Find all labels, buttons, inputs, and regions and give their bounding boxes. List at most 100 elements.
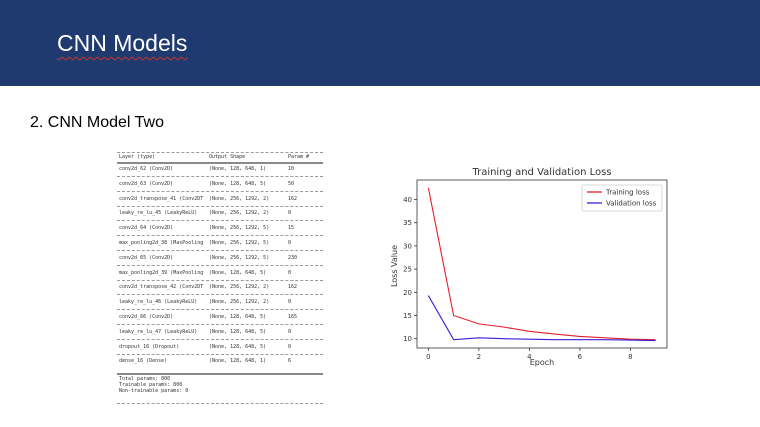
layer-name: max_pooling2d_39 (MaxPooling — [119, 269, 204, 276]
summary-row: conv2d_transpose_41 (Conv2DT (None, 256, … — [117, 196, 323, 204]
output-shape: (None, 128, 648, 5) — [209, 180, 267, 187]
summary-row: conv2d_66 (Conv2D) (None, 128, 648, 5) 165 — [117, 314, 323, 322]
summary-rule — [117, 294, 323, 296]
series-line-validation-loss — [427, 295, 656, 342]
summary-row: conv2d_62 (Conv2D) (None, 128, 648, 1) 10 — [117, 166, 323, 174]
output-shape: (None, 256, 1292, 2) — [209, 299, 270, 306]
summary-rule — [117, 324, 323, 325]
param-count: 15 — [288, 225, 295, 232]
x-tick-label: 6 — [578, 353, 583, 361]
x-tick-label: 4 — [527, 353, 532, 361]
output-shape: (None, 256, 1292, 5) — [209, 240, 270, 246]
y-axis-label: Loss Value — [390, 245, 399, 287]
param-count: 10 — [288, 166, 295, 172]
layer-name: dropout_16 (Dropout) — [119, 343, 180, 350]
y-tick-label: 25 — [403, 266, 412, 274]
chart-legend: Training loss Validation loss — [581, 184, 663, 212]
summary-row: leaky_re_lu_46 (LeakyReLU) (None, 256, 12… — [117, 299, 323, 307]
non-trainable-params: Non-trainable params: 0 — [119, 388, 189, 394]
x-axis-label: Epoch — [530, 358, 555, 367]
summary-rule — [117, 176, 323, 177]
summary-row: max_pooling2d_38 (MaxPooling (None, 256, … — [117, 240, 323, 248]
trainable-params: Trainable params: 800 — [119, 382, 183, 388]
output-shape: (None, 256, 1292, 5) — [209, 225, 270, 232]
param-count: 162 — [288, 195, 298, 202]
output-shape: (None, 256, 1292, 5) — [209, 254, 270, 261]
param-count: 162 — [288, 284, 298, 291]
y-tick-label: 40 — [403, 196, 412, 204]
summary-rule — [117, 250, 323, 251]
header-param-count: Param # — [288, 154, 310, 160]
y-tick-label: 20 — [403, 289, 412, 297]
output-shape: (None, 128, 648, 1) — [209, 358, 267, 365]
layer-name: conv2d_65 (Conv2D) — [119, 254, 174, 261]
output-shape: (None, 128, 648, 5) — [209, 314, 267, 320]
model-summary: Layer (type) Output Shape Param # conv2d… — [117, 151, 323, 411]
slide-title: CNN Models — [57, 30, 188, 56]
output-shape: (None, 256, 1292, 2) — [209, 195, 270, 202]
param-count: 0 — [288, 240, 292, 246]
summary-rule — [117, 152, 323, 153]
summary-row: conv2d_64 (Conv2D) (None, 256, 1292, 5) 15 — [117, 225, 323, 233]
summary-rule — [117, 205, 323, 207]
param-count: 0 — [288, 299, 292, 306]
param-count: 165 — [288, 314, 298, 320]
section-title: 2. CNN Model Two — [30, 114, 164, 131]
summary-double-rule — [117, 162, 323, 164]
summary-rule — [117, 235, 323, 237]
summary-rule — [117, 190, 323, 192]
summary-rule — [117, 338, 323, 340]
layer-name: conv2d_transpose_42 (Conv2DT — [119, 284, 204, 291]
layer-name: leaky_re_lu_46 (LeakyReLU) — [119, 299, 198, 306]
summary-row: conv2d_65 (Conv2D) (None, 256, 1292, 5) 23… — [117, 255, 323, 263]
layer-name: conv2d_62 (Conv2D) — [119, 166, 174, 172]
summary-row: leaky_re_lu_45 (LeakyReLU) (None, 256, 12… — [117, 210, 323, 218]
summary-rule — [117, 403, 323, 404]
summary-rule — [117, 353, 323, 355]
summary-rule — [117, 220, 323, 222]
layer-name: leaky_re_lu_45 (LeakyReLU) — [119, 210, 198, 217]
output-shape: (None, 256, 1292, 2) — [209, 210, 270, 217]
x-tick-label: 2 — [477, 353, 481, 361]
summary-row: conv2d_transpose_42 (Conv2DT (None, 256, … — [117, 284, 323, 292]
param-count: 0 — [288, 269, 292, 276]
layer-name: dense_16 (Dense) — [119, 358, 168, 365]
plot-area — [416, 179, 668, 349]
output-shape: (None, 128, 648, 1) — [209, 166, 267, 172]
summary-header-row: Layer (type) Output Shape Param # — [117, 154, 323, 162]
chart-title: Training and Validation Loss — [471, 167, 611, 178]
summary-row: dense_16 (Dense) (None, 128, 648, 1) 6 — [117, 358, 323, 366]
x-tick-label: 8 — [628, 353, 632, 361]
y-tick-label: 15 — [403, 312, 412, 320]
summary-row: dropout_16 (Dropout) (None, 128, 648, 5) 0 — [117, 344, 323, 352]
param-count: 0 — [288, 343, 292, 350]
output-shape: (None, 256, 1292, 2) — [209, 284, 270, 291]
summary-rule — [117, 264, 323, 266]
series-line-training-loss — [427, 187, 656, 341]
summary-double-rule — [117, 373, 323, 375]
layer-name: max_pooling2d_38 (MaxPooling — [119, 240, 204, 246]
y-tick-label: 30 — [403, 242, 412, 250]
header-layer-type: Layer (type) — [119, 154, 156, 160]
layer-name: conv2d_63 (Conv2D) — [119, 180, 174, 187]
loss-chart: Training and Validation Loss Epoch Loss … — [390, 167, 668, 367]
output-shape: (None, 128, 648, 5) — [209, 328, 267, 335]
summary-rule — [117, 309, 323, 311]
summary-rule — [117, 279, 323, 281]
layer-name: conv2d_66 (Conv2D) — [119, 314, 174, 320]
legend-label: Validation loss — [606, 200, 657, 208]
slide-header: CNN Models — [0, 0, 760, 86]
param-count: 0 — [288, 210, 292, 217]
layer-name: leaky_re_lu_47 (LeakyReLU) — [119, 328, 198, 335]
y-tick-label: 35 — [403, 219, 412, 227]
layer-name: conv2d_transpose_41 (Conv2DT — [119, 195, 204, 202]
param-count: 0 — [288, 328, 292, 335]
total-params: Total params: 800 — [119, 376, 171, 382]
header-output-shape: Output Shape — [209, 154, 246, 160]
output-shape: (None, 128, 648, 5) — [209, 343, 267, 350]
param-count: 230 — [288, 254, 298, 261]
layer-name: conv2d_64 (Conv2D) — [119, 225, 174, 232]
y-tick-label: 10 — [403, 335, 412, 343]
summary-row: max_pooling2d_39 (MaxPooling (None, 128, … — [117, 270, 323, 278]
summary-row: leaky_re_lu_47 (LeakyReLU) (None, 128, 64… — [117, 329, 323, 337]
